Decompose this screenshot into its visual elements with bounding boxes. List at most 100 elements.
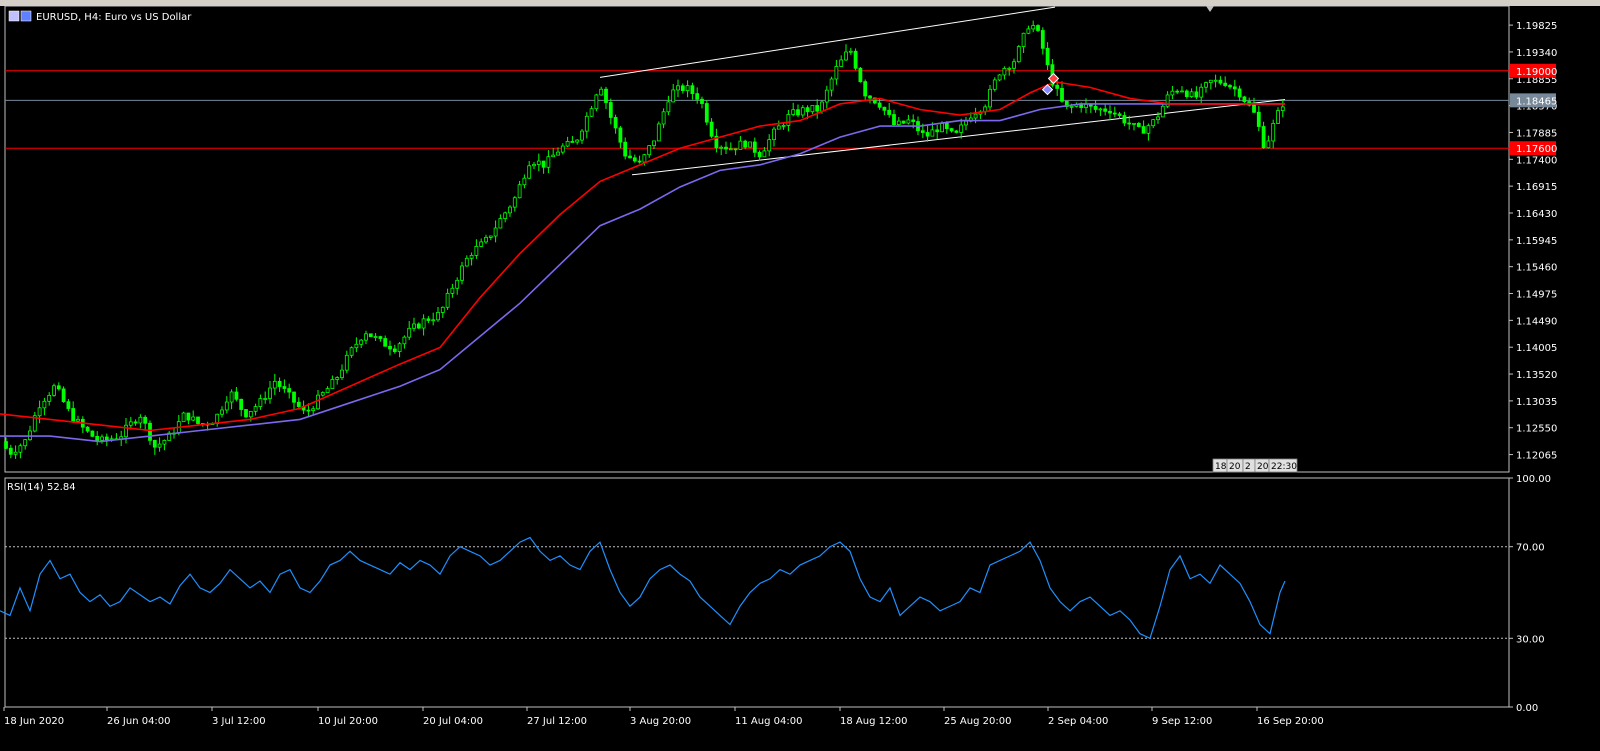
candle-body [263,398,268,400]
candle-body [748,141,752,148]
candle-body [76,418,80,422]
candle-body [652,140,656,146]
candle-body [234,391,239,400]
candle-body [1069,105,1074,108]
candle-body [676,85,680,91]
candle-body [181,412,186,423]
candle-body [661,111,666,125]
candle-body [104,436,109,441]
candle-body [1256,111,1261,127]
price-tick-label: 1.15945 [1516,236,1557,247]
candle-body [277,380,282,387]
price-tick-label: 1.19825 [1516,21,1557,32]
candle-body [839,59,844,67]
time-tick-label: 16 Sep 20:00 [1257,716,1324,727]
candle-body [1045,47,1050,66]
candle-body [695,93,700,100]
price-level-badge [1510,63,1556,78]
candle-body [810,105,815,113]
candle-body [47,394,52,402]
candle-body [1016,46,1021,63]
candle-body [724,146,728,150]
candle-body [268,387,272,399]
candle-body [282,386,287,389]
candle-body [349,347,354,356]
time-tick-label: 2 Sep 04:00 [1048,716,1108,727]
candle-body [340,369,344,379]
candle-body [133,421,138,424]
price-chart-svg[interactable]: 1.198251.193401.188551.183701.178851.174… [0,5,1600,747]
rsi-tick-label: 0.00 [1516,703,1538,714]
candle-body [772,128,776,141]
candle-body [1103,108,1108,112]
candle-body [1112,112,1117,115]
candle-body [469,254,474,259]
candle-body [196,416,200,424]
candle-body [613,117,618,129]
candle-body [743,140,748,148]
candle-body [1184,90,1189,97]
shift-marker-icon [1206,6,1214,12]
candle-body [503,212,508,219]
candle-body [767,139,772,152]
candle-body [431,319,436,322]
candle-body [527,165,532,179]
candle-body [1223,82,1228,86]
candle-body [536,160,541,165]
candle-body [580,130,584,141]
candle-body [896,120,901,126]
candle-body [474,246,479,256]
time-tick-label: 3 Jul 12:00 [212,716,266,727]
candle-body [426,318,431,321]
candle-body [964,120,968,126]
moving-average-slow [0,103,1285,443]
candle-body [863,81,868,97]
candle-body [1237,88,1242,98]
candle-body [570,141,575,143]
candle-body [599,88,604,96]
candle-body [1132,122,1136,125]
price-level-badge-label: 1.17600 [1516,144,1557,155]
price-tick-label: 1.18855 [1516,75,1557,86]
candle-body [647,145,652,156]
period-selector-label: 22:30 [1271,462,1297,472]
candle-body [1117,113,1122,116]
candle-body [157,443,162,448]
candle-body [704,103,709,123]
candle-body [930,129,935,137]
candle-body [229,391,234,403]
candle-body [632,157,637,162]
candle-body [512,197,517,208]
candle-body [954,130,959,133]
trade-marker-buy [1041,83,1054,96]
price-tick-label: 1.17400 [1516,155,1557,166]
candle-body [589,108,594,117]
candle-body [253,406,258,412]
rsi-tick-label: 70.00 [1516,543,1545,554]
candle-body [719,146,724,149]
price-tick-label: 1.17885 [1516,128,1557,139]
candle-body [258,398,263,408]
candle-body [685,85,690,91]
time-tick-label: 27 Jul 12:00 [527,716,587,727]
window-top-strip [0,0,1600,6]
candle-body [522,177,527,186]
candle-body [306,409,311,412]
chart-symbol-icon [8,10,20,22]
candle-body [949,128,954,132]
candle-body [796,109,800,116]
candle-body [565,141,570,147]
price-tick-label: 1.13520 [1516,370,1557,381]
candle-body [1146,125,1151,134]
candle-body [508,206,512,214]
candle-body [152,439,157,448]
price-tick-label: 1.15460 [1516,263,1557,274]
period-selector-label: 20 [1229,462,1241,472]
candle-body [824,89,829,103]
candle-body [71,408,76,422]
chart-window[interactable]: 1.198251.193401.188551.183701.178851.174… [0,5,1600,747]
price-tick-label: 1.12065 [1516,451,1557,462]
candle-body [383,338,388,347]
candle-body [920,130,925,133]
period-selector[interactable]: 18 20 2 20 22:30 [1212,458,1298,473]
